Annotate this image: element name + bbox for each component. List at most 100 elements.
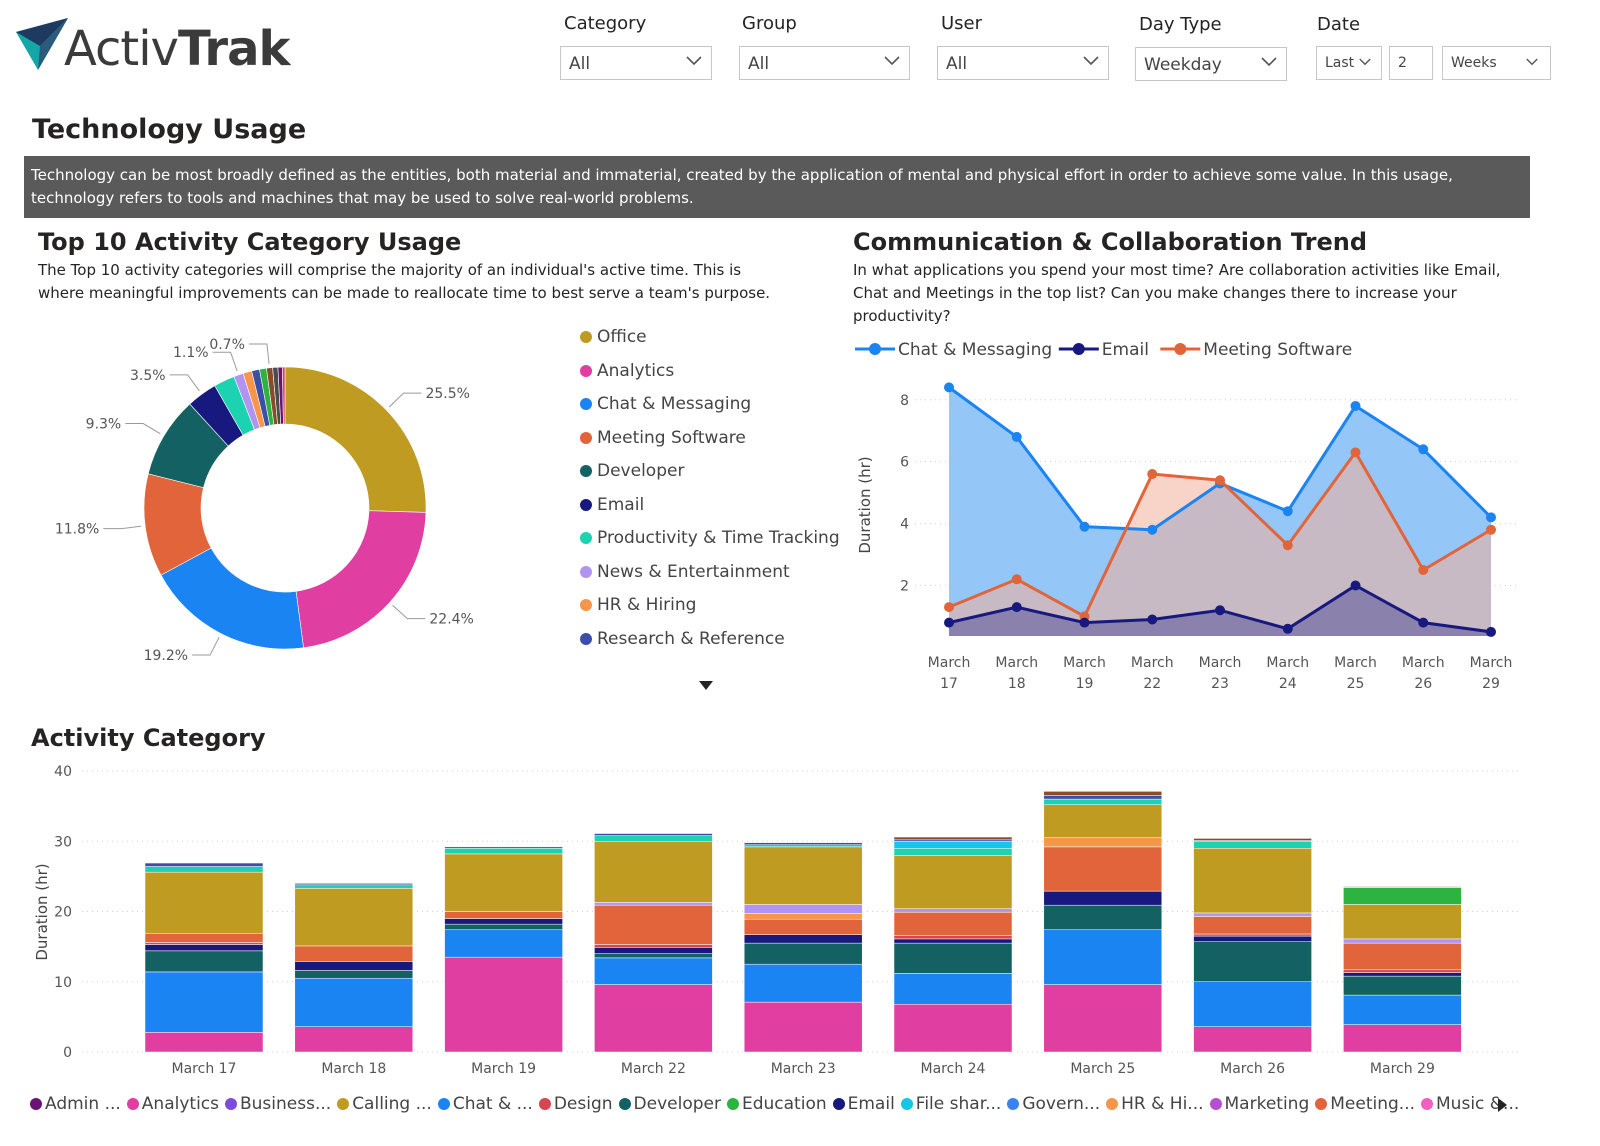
data-point[interactable] (944, 617, 954, 628)
bar-segment[interactable] (594, 902, 713, 906)
bar-segment[interactable] (594, 984, 713, 1053)
bar-segment[interactable] (144, 871, 264, 934)
bar-segment[interactable] (893, 942, 1013, 974)
bar-segment[interactable] (594, 957, 713, 985)
bar-segment[interactable] (743, 1001, 863, 1053)
bar-segment[interactable] (1343, 942, 1462, 971)
legend-item[interactable]: Chat & ... (437, 1094, 533, 1114)
bar-segment[interactable] (1193, 916, 1312, 935)
bar-segment[interactable] (743, 844, 863, 848)
bar-segment[interactable] (594, 953, 713, 959)
bar-segment[interactable] (1343, 938, 1462, 944)
data-point[interactable] (1418, 444, 1429, 455)
legend-item[interactable]: Meeting Software (580, 428, 746, 452)
bar-segment[interactable] (294, 888, 414, 947)
bar-segment[interactable] (1043, 846, 1163, 892)
bar-segment[interactable] (743, 918, 863, 935)
legend-item[interactable]: Design (538, 1094, 613, 1114)
bar-segment[interactable] (1043, 837, 1163, 848)
user-filter-dropdown[interactable]: All (937, 46, 1109, 80)
legend-label[interactable]: Meeting Software (1203, 340, 1352, 360)
bar-segment[interactable] (594, 944, 713, 948)
data-point[interactable] (1147, 469, 1158, 480)
legend-scroll-right-icon[interactable] (1498, 1098, 1508, 1112)
legend-item[interactable]: Productivity & Time Tracking (580, 528, 840, 552)
bar-segment[interactable] (1043, 798, 1163, 805)
legend-item[interactable]: Govern... (1007, 1094, 1100, 1114)
legend-item[interactable]: Admin ... (30, 1094, 121, 1114)
data-point[interactable] (1215, 605, 1225, 616)
bar-segment[interactable] (594, 833, 713, 836)
bar-segment[interactable] (144, 1032, 264, 1053)
data-point[interactable] (1486, 524, 1496, 535)
bar-segment[interactable] (893, 836, 1013, 841)
bar-segment[interactable] (743, 934, 863, 944)
bar-segment[interactable] (144, 933, 264, 943)
legend-item[interactable]: Analytics (126, 1094, 219, 1114)
bar-segment[interactable] (893, 908, 1013, 913)
legend-item[interactable]: Email (832, 1094, 895, 1114)
bar-segment[interactable] (743, 942, 863, 965)
bar-segment[interactable] (1193, 933, 1312, 937)
data-point[interactable] (1486, 626, 1496, 637)
bar-segment[interactable] (294, 883, 414, 886)
bar-segment[interactable] (1343, 1024, 1462, 1053)
donut-slice[interactable] (284, 366, 427, 513)
donut-slice[interactable] (282, 366, 286, 425)
bar-segment[interactable] (1343, 994, 1462, 1025)
legend-item[interactable]: Education (726, 1094, 827, 1114)
legend-item[interactable]: Analytics (580, 361, 674, 385)
data-point[interactable] (1011, 574, 1022, 585)
legend-item[interactable]: Marketing (1209, 1094, 1309, 1114)
legend-item[interactable]: Email (580, 495, 644, 519)
bar-segment[interactable] (1193, 941, 1312, 983)
data-point[interactable] (1147, 524, 1158, 535)
bar-segment[interactable] (1193, 935, 1312, 942)
data-point[interactable] (1079, 617, 1090, 628)
bar-segment[interactable] (893, 841, 1013, 849)
data-point[interactable] (1011, 431, 1022, 442)
legend-item[interactable]: Chat & Messaging (580, 394, 751, 418)
bar-segment[interactable] (1193, 838, 1312, 841)
bar-segment[interactable] (743, 842, 863, 846)
bar-segment[interactable] (594, 947, 713, 954)
bar-segment[interactable] (594, 835, 713, 842)
data-point[interactable] (1011, 602, 1022, 613)
bar-segment[interactable] (144, 971, 264, 1033)
data-point[interactable] (1350, 447, 1361, 458)
bar-segment[interactable] (1343, 887, 1462, 905)
bar-segment[interactable] (893, 911, 1013, 936)
bar-segment[interactable] (1193, 1026, 1312, 1053)
bar-segment[interactable] (444, 918, 563, 925)
legend-item[interactable]: Calling ... (337, 1094, 432, 1114)
donut-slice[interactable] (295, 510, 427, 649)
data-point[interactable] (1418, 617, 1429, 628)
bar-segment[interactable] (444, 923, 563, 931)
bar-segment[interactable] (1343, 975, 1462, 996)
bar-segment[interactable] (893, 1003, 1013, 1053)
data-point[interactable] (1350, 580, 1361, 591)
bar-segment[interactable] (294, 961, 414, 971)
date-period-dropdown[interactable]: Last (1316, 46, 1382, 80)
legend-item[interactable]: File shar... (900, 1094, 1001, 1114)
legend-item[interactable]: HR & Hi... (1106, 1094, 1204, 1114)
bar-segment[interactable] (1343, 904, 1462, 940)
bar-segment[interactable] (1343, 969, 1462, 973)
bar-segment[interactable] (294, 884, 414, 889)
bar-segment[interactable] (294, 970, 414, 979)
bar-segment[interactable] (1043, 795, 1163, 800)
bar-segment[interactable] (444, 853, 563, 912)
bar-segment[interactable] (1343, 972, 1462, 977)
data-point[interactable] (1486, 512, 1496, 523)
legend-item[interactable]: Meeting... (1315, 1094, 1415, 1114)
bar-segment[interactable] (743, 846, 863, 905)
bar-segment[interactable] (893, 855, 1013, 909)
bar-segment[interactable] (1343, 885, 1462, 888)
bar-segment[interactable] (444, 911, 563, 919)
category-filter-dropdown[interactable]: All (560, 46, 712, 80)
bar-segment[interactable] (144, 942, 264, 945)
date-unit-dropdown[interactable]: Weeks (1442, 46, 1551, 80)
bar-segment[interactable] (1193, 848, 1312, 914)
bar-segment[interactable] (893, 848, 1013, 856)
legend-item[interactable]: News & Entertainment (580, 562, 790, 586)
